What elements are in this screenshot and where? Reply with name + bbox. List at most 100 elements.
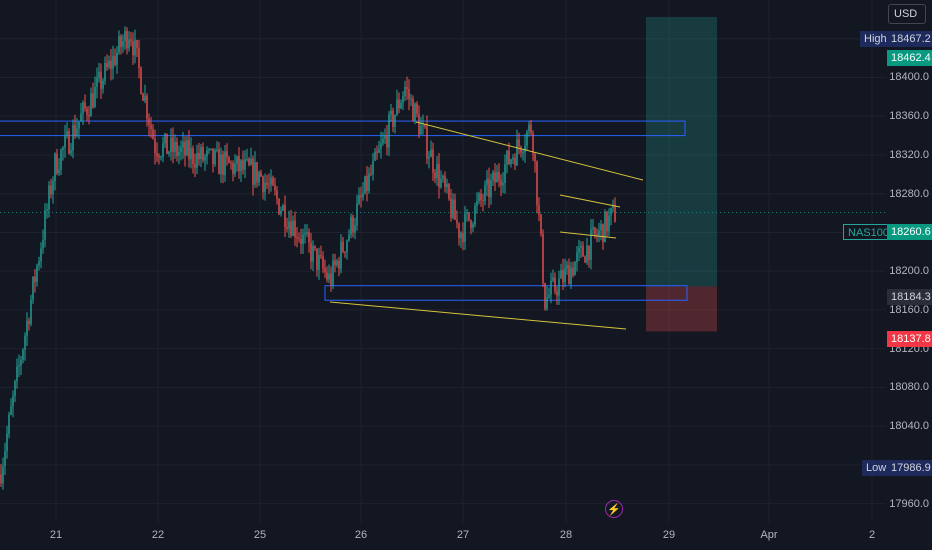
candle-body bbox=[84, 102, 86, 109]
candle-body bbox=[390, 110, 392, 115]
candle-body bbox=[284, 205, 286, 227]
price-tick-label: 18360.0 bbox=[889, 110, 929, 123]
candle-body bbox=[138, 48, 140, 68]
candle-body bbox=[530, 124, 532, 133]
candle-body bbox=[42, 240, 44, 249]
time-tick-label: Apr bbox=[760, 529, 778, 541]
candle-body bbox=[20, 359, 22, 366]
candle-body bbox=[120, 35, 122, 47]
candle-body bbox=[134, 40, 136, 56]
candle-body bbox=[242, 160, 244, 170]
lower-trendline bbox=[329, 301, 627, 330]
candlestick-plot[interactable] bbox=[0, 0, 886, 523]
time-tick-label: 27 bbox=[456, 529, 470, 541]
lightning-icon[interactable]: ⚡ bbox=[605, 500, 623, 518]
candle-body bbox=[246, 158, 248, 160]
candle-body bbox=[188, 140, 190, 160]
candle-body bbox=[16, 366, 18, 382]
candle-body bbox=[94, 86, 96, 108]
candle-body bbox=[294, 220, 296, 238]
candle-body bbox=[336, 260, 338, 266]
price-tick-label: 18280.0 bbox=[889, 187, 929, 200]
time-tick-label: 25 bbox=[253, 529, 267, 541]
candle-body bbox=[520, 146, 522, 153]
candle-body bbox=[600, 223, 602, 231]
currency-selector[interactable]: USD bbox=[888, 4, 926, 24]
candle-body bbox=[132, 41, 134, 56]
candle-body bbox=[8, 414, 10, 434]
candle-body bbox=[282, 205, 284, 211]
candle-body bbox=[74, 125, 76, 137]
high-label-tag: High bbox=[860, 31, 891, 47]
candle-body bbox=[206, 150, 208, 157]
candle-body bbox=[422, 125, 424, 127]
candle-body bbox=[476, 201, 478, 206]
candle-body bbox=[380, 143, 382, 149]
candle-body bbox=[6, 433, 8, 452]
candle-body bbox=[304, 233, 306, 235]
candle-body bbox=[130, 39, 132, 42]
candle-body bbox=[182, 141, 184, 148]
candle-body bbox=[148, 118, 150, 125]
candle-body bbox=[22, 349, 24, 360]
candle-body bbox=[558, 278, 560, 296]
candle-body bbox=[2, 466, 4, 484]
candle-body bbox=[596, 234, 598, 237]
candle-body bbox=[510, 159, 512, 164]
candle-body bbox=[436, 163, 438, 179]
price-axis[interactable]: 18440.018400.018360.018320.018280.018240… bbox=[886, 0, 932, 523]
candle-body bbox=[316, 248, 318, 270]
candle-body bbox=[174, 142, 176, 153]
candle-body bbox=[478, 193, 480, 202]
candle-body bbox=[116, 52, 118, 65]
candle-body bbox=[306, 232, 308, 234]
candle-body bbox=[12, 395, 14, 407]
candle-body bbox=[204, 156, 206, 161]
candle-body bbox=[268, 184, 270, 186]
time-tick-label: 26 bbox=[354, 529, 368, 541]
candle-body bbox=[200, 147, 202, 160]
candle-body bbox=[504, 164, 506, 184]
candle-body bbox=[556, 291, 558, 296]
candle-body bbox=[60, 149, 62, 170]
candle-body bbox=[72, 125, 74, 151]
candle-body bbox=[334, 260, 336, 266]
candle-body bbox=[50, 185, 52, 195]
candle-body bbox=[594, 227, 596, 235]
candle-body bbox=[426, 126, 428, 159]
candle-body bbox=[48, 185, 50, 210]
candle-body bbox=[286, 226, 288, 229]
candle-body bbox=[456, 219, 458, 224]
candle-body bbox=[550, 280, 552, 295]
candle-body bbox=[248, 158, 250, 165]
candle-body bbox=[444, 176, 446, 188]
candle-body bbox=[374, 151, 376, 161]
candle-body bbox=[196, 152, 198, 168]
upper-trendline bbox=[415, 121, 644, 181]
candle-body bbox=[590, 229, 592, 260]
candle-body bbox=[88, 114, 90, 117]
candle-body bbox=[522, 152, 524, 154]
price-tick-label: 18040.0 bbox=[889, 420, 929, 433]
candle-body bbox=[450, 198, 452, 218]
candle-body bbox=[24, 335, 26, 350]
candle-body bbox=[512, 157, 514, 160]
candle-body bbox=[270, 177, 272, 185]
candle-body bbox=[220, 154, 222, 175]
candle-body bbox=[572, 267, 574, 276]
candle-body bbox=[462, 232, 464, 242]
candle-body bbox=[338, 260, 340, 269]
candle-body bbox=[356, 203, 358, 226]
candle-body bbox=[198, 152, 200, 160]
candle-body bbox=[230, 162, 232, 164]
candle-body bbox=[474, 205, 476, 225]
candle-body bbox=[154, 138, 156, 154]
candle-body bbox=[350, 216, 352, 235]
candle-body bbox=[162, 143, 164, 157]
candle-body bbox=[534, 153, 536, 162]
candle-body bbox=[278, 198, 280, 215]
candle-body bbox=[160, 156, 162, 158]
candle-body bbox=[376, 151, 378, 153]
entry-price-tag: 18184.3 bbox=[887, 289, 932, 305]
